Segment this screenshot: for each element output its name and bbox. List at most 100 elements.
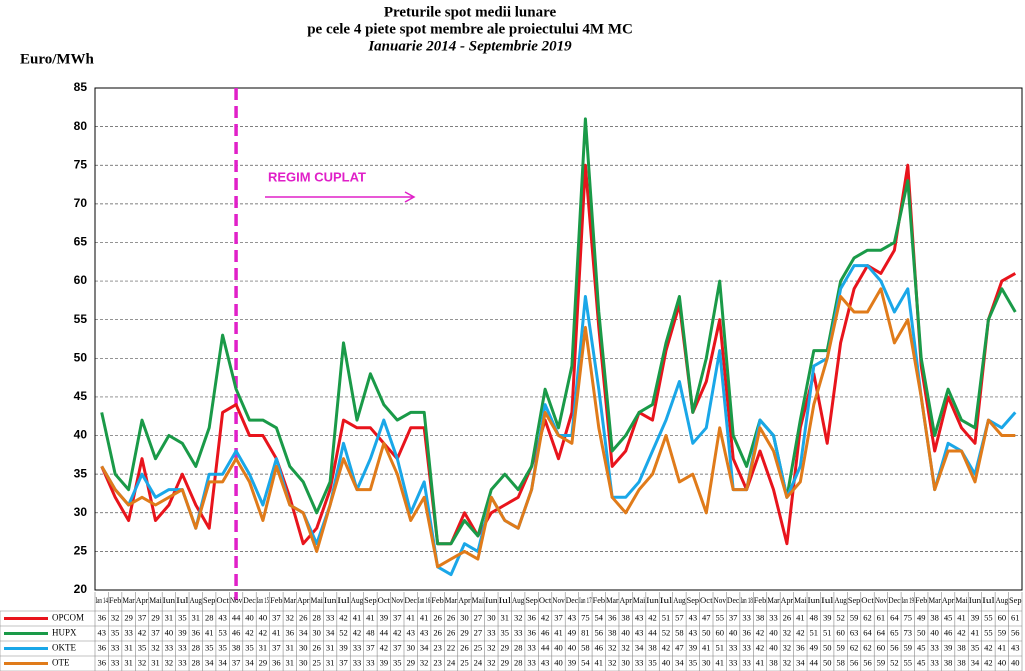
- table-value: 31: [151, 657, 160, 667]
- table-value: 45: [917, 657, 926, 667]
- x-tick-label: Mai: [310, 596, 323, 605]
- table-value: 39: [178, 627, 187, 637]
- table-value: 40: [165, 627, 174, 637]
- table-value: 43: [97, 627, 106, 637]
- table-value: 42: [245, 627, 254, 637]
- table-value: 51: [810, 627, 819, 637]
- table-value: 28: [205, 612, 214, 622]
- y-tick-label: 85: [74, 80, 88, 94]
- x-tick-label: Dec: [566, 596, 579, 605]
- table-value: 34: [971, 657, 980, 667]
- x-tick-label: Ian 18: [740, 596, 752, 605]
- table-value: 41: [971, 627, 980, 637]
- table-value: 26: [299, 612, 308, 622]
- table-value: 43: [218, 612, 227, 622]
- table-value: 46: [595, 642, 604, 652]
- table-value: 36: [272, 657, 281, 667]
- x-tick-label: Iun: [163, 596, 175, 605]
- table-value: 39: [380, 612, 389, 622]
- table-value: 52: [339, 627, 348, 637]
- table-value: 29: [501, 657, 510, 667]
- x-tick-label: Ian 14: [96, 596, 108, 605]
- table-value: 37: [393, 612, 402, 622]
- table-value: 33: [165, 642, 174, 652]
- table-value: 32: [608, 657, 617, 667]
- table-value: 40: [769, 627, 778, 637]
- x-tick-label: Iul: [176, 596, 190, 605]
- table-value: 40: [930, 627, 939, 637]
- table-value: 37: [729, 612, 738, 622]
- table-value: 49: [568, 627, 577, 637]
- x-tick-label: Sep: [525, 596, 537, 605]
- table-value: 52: [836, 612, 845, 622]
- table-value: 37: [339, 657, 348, 667]
- legend-label: HUPX: [52, 628, 77, 638]
- series-line: [100, 163, 1017, 546]
- table-value: 59: [998, 627, 1007, 637]
- table-value: 30: [621, 657, 630, 667]
- x-tick-label: Iun: [969, 596, 981, 605]
- x-tick-label: Aug: [351, 596, 363, 605]
- table-value: 34: [326, 627, 335, 637]
- x-tick-label: Aug: [673, 596, 685, 605]
- x-tick-label: Nov: [714, 596, 726, 605]
- table-value: 32: [151, 642, 160, 652]
- x-tick-label: Feb: [915, 596, 927, 605]
- table-value: 33: [729, 657, 738, 667]
- table-value: 41: [796, 612, 805, 622]
- table-value: 39: [823, 612, 832, 622]
- table-value: 39: [339, 642, 348, 652]
- table-value: 62: [850, 642, 859, 652]
- table-value: 36: [608, 612, 617, 622]
- table-value: 46: [232, 627, 241, 637]
- table-value: 26: [447, 612, 456, 622]
- x-tick-label: Dec: [727, 596, 740, 605]
- x-tick-label: Iul: [982, 596, 996, 605]
- table-value: 33: [124, 627, 133, 637]
- x-tick-label: Apr: [297, 596, 310, 605]
- table-value: 59: [904, 642, 913, 652]
- table-value: 42: [984, 642, 993, 652]
- table-value: 41: [998, 642, 1007, 652]
- table-value: 32: [621, 642, 630, 652]
- table-value: 42: [138, 627, 147, 637]
- table-value: 58: [581, 642, 590, 652]
- table-value: 32: [487, 657, 496, 667]
- table-value: 31: [192, 612, 201, 622]
- table-value: 60: [877, 642, 886, 652]
- table-value: 24: [447, 657, 456, 667]
- table-value: 41: [366, 612, 375, 622]
- table-value: 40: [245, 612, 254, 622]
- table-value: 43: [1011, 642, 1020, 652]
- table-value: 64: [863, 627, 872, 637]
- table-value: 37: [151, 627, 160, 637]
- x-tick-label: Mai: [472, 596, 485, 605]
- table-value: 38: [232, 642, 241, 652]
- table-value: 43: [635, 627, 644, 637]
- table-value: 63: [850, 627, 859, 637]
- x-tick-label: Oct: [378, 596, 391, 605]
- x-tick-label: Iul: [660, 596, 674, 605]
- x-tick-label: Apr: [458, 596, 471, 605]
- x-tick-label: Mai: [149, 596, 162, 605]
- table-value: 42: [648, 612, 657, 622]
- table-value: 44: [541, 642, 550, 652]
- x-tick-label: Mar: [606, 596, 619, 605]
- table-value: 41: [756, 657, 765, 667]
- x-tick-label: Apr: [619, 596, 632, 605]
- table-value: 35: [501, 627, 510, 637]
- series-line: [100, 117, 1017, 546]
- y-tick-label: 30: [74, 505, 88, 519]
- table-value: 32: [487, 642, 496, 652]
- table-value: 61: [877, 612, 886, 622]
- table-value: 42: [339, 612, 348, 622]
- table-value: 56: [595, 627, 604, 637]
- table-value: 37: [272, 642, 281, 652]
- x-tick-label: Sep: [848, 596, 860, 605]
- table-value: 25: [312, 657, 321, 667]
- y-tick-label: 45: [74, 389, 88, 403]
- table-value: 36: [286, 627, 295, 637]
- table-value: 41: [272, 627, 281, 637]
- table-value: 22: [447, 642, 456, 652]
- table-value: 30: [312, 627, 321, 637]
